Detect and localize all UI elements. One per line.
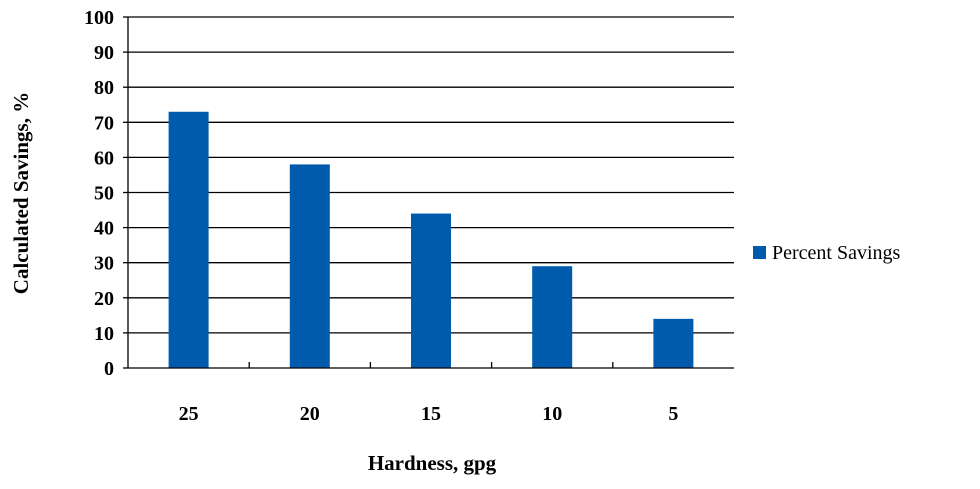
bar bbox=[289, 164, 330, 368]
x-tick-label: 15 bbox=[421, 403, 441, 425]
x-tick-labels: 25 20 15 10 5 bbox=[179, 403, 679, 425]
y-tick-label: 50 bbox=[94, 183, 114, 205]
y-tick-label: 0 bbox=[104, 358, 114, 380]
legend: Percent Savings bbox=[753, 242, 901, 264]
y-tick-label: 80 bbox=[94, 77, 114, 99]
y-axis-title: Calculated Savings, % bbox=[9, 92, 33, 294]
y-tick-label: 70 bbox=[94, 112, 114, 134]
axes bbox=[123, 16, 734, 369]
x-tick-label: 25 bbox=[179, 403, 199, 425]
x-tick-label: 5 bbox=[668, 403, 678, 425]
bar bbox=[653, 318, 694, 368]
y-tick-label: 60 bbox=[94, 147, 114, 169]
bar bbox=[168, 111, 209, 369]
bars bbox=[168, 111, 694, 369]
legend-swatch bbox=[753, 246, 766, 259]
y-tick-label: 30 bbox=[94, 253, 114, 275]
x-tick-label: 10 bbox=[542, 403, 562, 425]
y-tick-label: 20 bbox=[94, 288, 114, 310]
grid-lines bbox=[128, 16, 734, 334]
y-tick-label: 90 bbox=[94, 42, 114, 64]
x-tick-label: 20 bbox=[300, 403, 320, 425]
x-axis-title: Hardness, gpg bbox=[368, 451, 497, 475]
y-tick-label: 100 bbox=[84, 7, 114, 29]
y-tick-label: 10 bbox=[94, 323, 114, 345]
legend-label: Percent Savings bbox=[772, 242, 901, 264]
bar bbox=[411, 213, 451, 368]
bar bbox=[532, 266, 573, 368]
y-tick-labels: 0 10 20 30 40 50 60 70 80 90 100 bbox=[84, 7, 114, 380]
y-tick-label: 40 bbox=[94, 218, 114, 240]
